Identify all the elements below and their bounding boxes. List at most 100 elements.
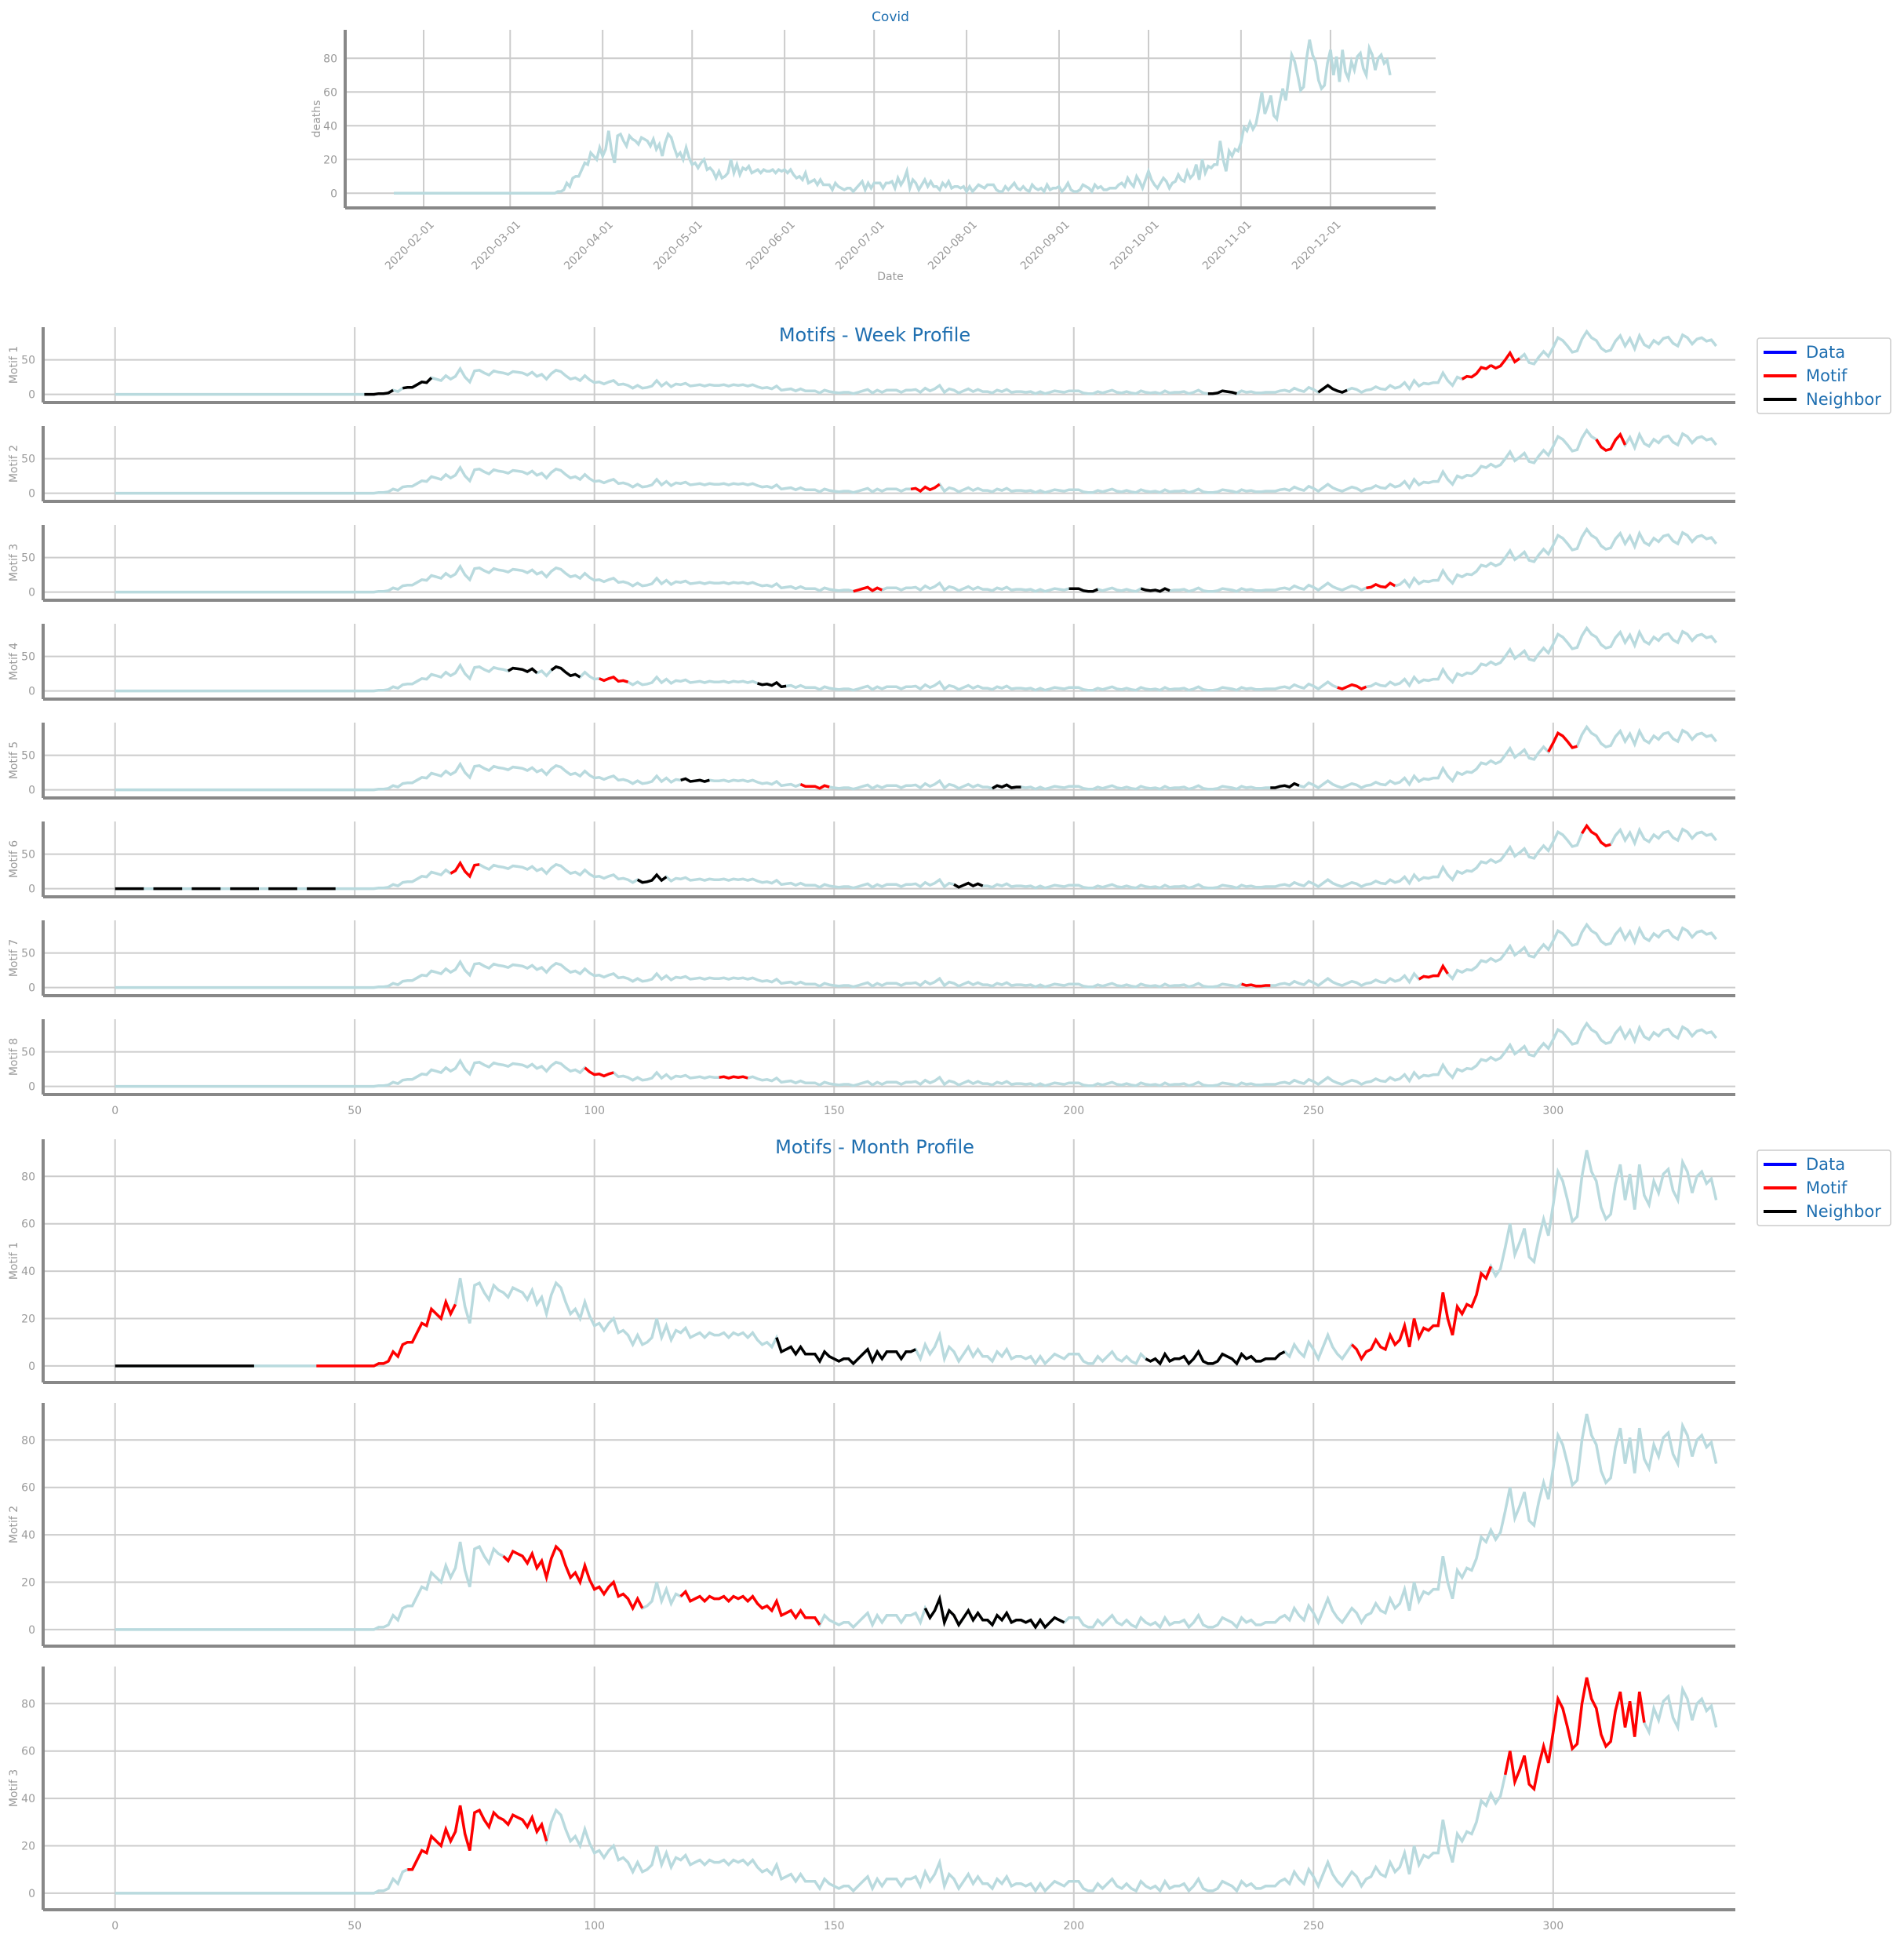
- neighbor-segment: [1317, 384, 1348, 394]
- panel-ylabel: Motif 1: [8, 346, 20, 384]
- legend-label-neighbor: Neighbor: [1806, 1202, 1881, 1221]
- motif-segment: [719, 1075, 748, 1080]
- legend: Data Motif Neighbor: [1757, 337, 1891, 414]
- neighbor-segment: [364, 388, 394, 396]
- panel-xtick-label: 200: [1063, 1105, 1084, 1117]
- panel-ylabel: Motif 1: [8, 1242, 20, 1280]
- covid-ytick-label: 60: [323, 86, 337, 99]
- legend-box: [1757, 337, 1891, 414]
- motif-segment: [853, 585, 883, 593]
- neighbor-segment: [680, 777, 710, 783]
- month-profile-title: Motifs - Month Profile: [775, 1136, 974, 1158]
- motif-segment: [1581, 823, 1611, 847]
- legend-label-motif: Motif: [1806, 1178, 1848, 1197]
- panel-ytick-label: 50: [21, 750, 35, 763]
- legend-label-motif: Motif: [1806, 366, 1848, 385]
- motif-segment: [450, 860, 480, 879]
- motif-segment: [584, 1066, 614, 1078]
- covid-xtick-label: 2020-09-01: [1018, 219, 1072, 273]
- covid-ylabel: deaths: [311, 100, 323, 138]
- covid-xtick-label: 2020-04-01: [562, 219, 616, 273]
- panel-ytick-label: 40: [21, 1529, 35, 1542]
- legend-label-data: Data: [1806, 343, 1845, 362]
- panel-ylabel: Motif 2: [8, 445, 20, 483]
- covid-xtick-label: 2020-06-01: [744, 219, 798, 273]
- panel-ytick-label: 50: [21, 454, 35, 466]
- panel-ytick-label: 0: [28, 785, 35, 797]
- neighbor-segment: [507, 666, 538, 675]
- panel-ytick-label: 20: [21, 1313, 35, 1326]
- motif-segment: [799, 782, 830, 790]
- covid-xtick-label: 2020-12-01: [1290, 219, 1344, 273]
- panel-ytick-label: 50: [21, 552, 35, 565]
- neighbor-segment: [1068, 587, 1098, 593]
- panel-ytick-label: 0: [28, 1888, 35, 1900]
- panel-ylabel: Motif 2: [8, 1506, 20, 1543]
- week-profile-title: Motifs - Week Profile: [779, 324, 970, 346]
- legend-box: [1757, 1149, 1891, 1226]
- covid-title: Covid: [872, 9, 909, 25]
- motif-segment: [1503, 1677, 1646, 1792]
- panel-ytick-label: 40: [21, 1266, 35, 1278]
- covid-xtick-label: 2020-08-01: [926, 219, 980, 273]
- panel-xtick-label: 150: [824, 1920, 845, 1933]
- panel-ytick-label: 0: [28, 1624, 35, 1637]
- panel-ytick-label: 50: [21, 651, 35, 664]
- panel-ytick-label: 20: [21, 1841, 35, 1853]
- panel-xtick-label: 200: [1063, 1920, 1084, 1933]
- panel-ytick-label: 0: [28, 587, 35, 599]
- covid-xtick-label: 2020-10-01: [1108, 219, 1162, 273]
- motif-segment: [1418, 963, 1449, 981]
- covid-xtick-label: 2020-11-01: [1200, 219, 1254, 273]
- panel-xtick-label: 300: [1542, 1105, 1564, 1117]
- panel-xtick-label: 50: [348, 1105, 362, 1117]
- panel-xtick-label: 150: [824, 1105, 845, 1117]
- panel-data-line: [115, 1021, 1717, 1088]
- motif-segment: [407, 1805, 548, 1871]
- panel-data-line: [115, 1413, 1718, 1631]
- neighbor-segment: [1270, 781, 1300, 789]
- neighbor-segment: [550, 665, 581, 679]
- panel-xtick-label: 100: [584, 1105, 605, 1117]
- covid-xlabel: Date: [877, 271, 903, 283]
- panel-ytick-label: 0: [28, 488, 35, 501]
- panel-xtick-label: 300: [1542, 1920, 1564, 1933]
- panel-ylabel: Motif 3: [8, 544, 20, 581]
- panel-xtick-label: 50: [348, 1920, 362, 1933]
- panel-ytick-label: 0: [28, 686, 35, 698]
- panel-ytick-label: 50: [21, 1047, 35, 1059]
- panel-data-line: [115, 1677, 1718, 1895]
- covid-xtick-label: 2020-05-01: [651, 219, 705, 273]
- panel-data-line: [115, 724, 1717, 792]
- panel-ylabel: Motif 3: [8, 1769, 20, 1807]
- legend-label-data: Data: [1806, 1155, 1845, 1174]
- panel-xtick-label: 100: [584, 1920, 605, 1933]
- motif-segment: [1595, 432, 1627, 452]
- covid-series-line: [394, 39, 1392, 195]
- panel-data-line: [115, 922, 1717, 989]
- motif-panel: 0 20 40 60 80 Motif 2: [8, 1403, 1735, 1648]
- panel-ytick-label: 60: [21, 1219, 35, 1231]
- panel-ytick-label: 0: [28, 1361, 35, 1373]
- motif-segment: [1337, 683, 1367, 690]
- panel-xtick-label: 250: [1303, 1105, 1324, 1117]
- motif-segment: [1547, 730, 1578, 753]
- panel-ytick-label: 0: [28, 1081, 35, 1094]
- motif-panel: 0 20 40 60 80 Motif 3 0 50 100 150 200 250 300: [8, 1667, 1735, 1933]
- neighbor-segment: [992, 783, 1021, 790]
- panel-ylabel: Motif 7: [8, 939, 20, 977]
- neighbor-segment: [636, 872, 668, 884]
- panel-ytick-label: 20: [21, 1577, 35, 1590]
- panel-ytick-label: 60: [21, 1482, 35, 1495]
- motif-segment: [502, 1544, 644, 1612]
- motif-segment: [679, 1589, 821, 1626]
- motif-panel: 0 20 40 60 80 Motif 1: [8, 1139, 1735, 1384]
- panel-ytick-label: 60: [21, 1746, 35, 1758]
- motif-segment: [1490, 350, 1521, 370]
- panel-data-line: [115, 526, 1717, 594]
